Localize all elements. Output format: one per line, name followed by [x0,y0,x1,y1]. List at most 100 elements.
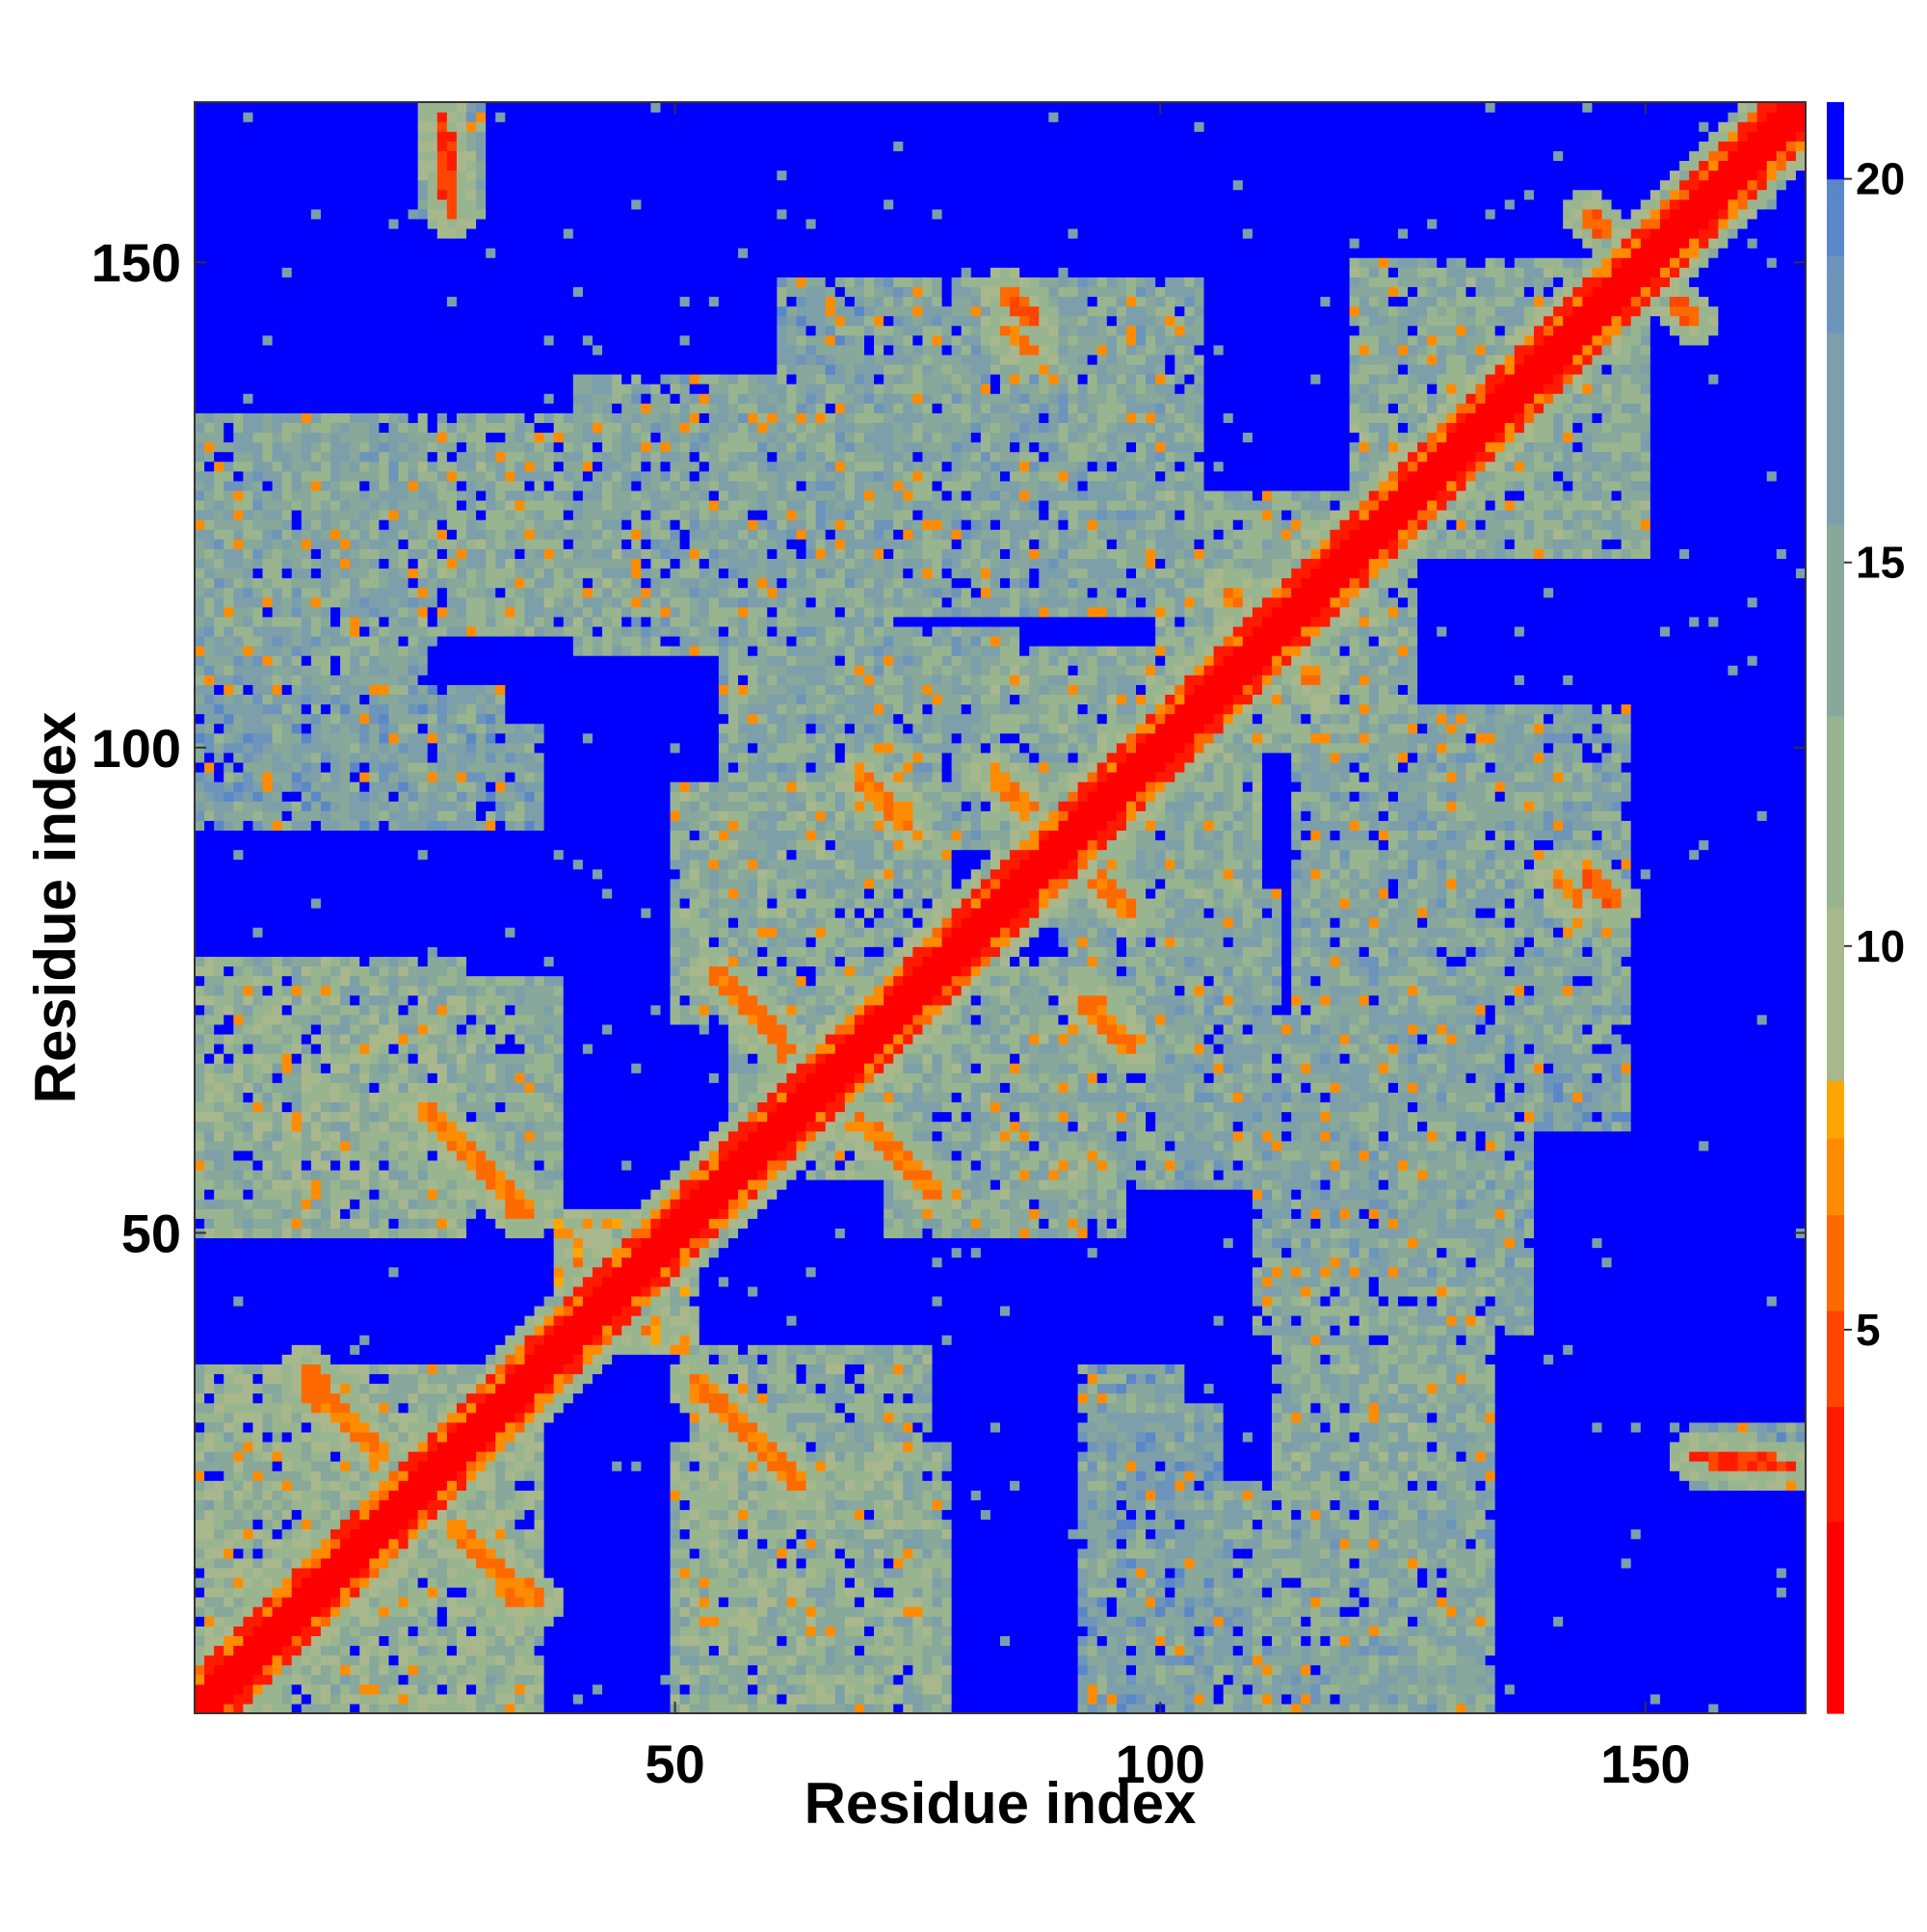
heat-cell [379,820,389,831]
heat-cell [428,519,438,530]
heat-cell [252,753,263,763]
heat-cell [350,393,360,404]
heat-cell [224,1529,234,1540]
heat-cell [214,112,224,122]
heat-cell [409,1335,419,1345]
heat-cell [214,1665,224,1676]
heat-cell [273,1675,283,1685]
heat-cell [263,1228,274,1238]
heat-cell [350,462,360,472]
heat-cell [243,190,253,200]
heat-cell [350,703,360,714]
heat-cell [321,1393,331,1404]
heat-cell [379,1306,389,1316]
heat-cell [204,102,215,113]
heat-cell [418,888,429,899]
heat-cell [437,946,448,957]
heat-cell [252,296,263,306]
heat-cell [466,937,477,947]
heat-cell [379,529,389,540]
heat-cell [214,724,224,734]
heat-cell [302,510,312,520]
heat-cell [311,1267,322,1278]
heat-cell [311,1208,322,1219]
heat-cell [330,1218,341,1229]
heat-cell [204,180,215,191]
heat-cell [214,908,224,918]
heat-cell [243,937,253,947]
heat-cell [428,1044,438,1054]
heat-cell [350,121,360,132]
heat-cell [252,1422,263,1433]
heat-cell [359,1277,370,1287]
heat-cell [273,966,283,976]
heat-cell [369,1063,380,1073]
heat-cell [399,830,409,840]
heat-cell [321,364,331,375]
heat-cell [399,937,409,947]
heat-cell [340,393,351,404]
heat-cell [321,1306,331,1316]
heat-cell [195,1237,205,1248]
heat-cell [233,879,244,889]
heat-cell [292,199,303,210]
heat-cell [340,810,351,821]
heat-cell [340,238,351,249]
heat-cell [321,374,331,384]
heat-cell [399,1063,409,1073]
heat-cell [252,703,263,714]
heat-cell [340,248,351,258]
heat-cell [457,296,467,306]
heat-cell [214,1063,224,1073]
heat-cell [330,1393,341,1404]
heat-cell [195,1704,205,1714]
heat-cell [330,1257,341,1268]
heat-cell [409,199,419,210]
heat-cell [369,1267,380,1278]
heat-cell [311,1499,322,1510]
heat-cell [369,1325,380,1336]
heat-cell [282,703,293,714]
heat-cell [302,753,312,763]
heat-cell [399,1539,409,1549]
heat-cell [447,306,458,317]
heat-cell [418,1626,429,1636]
heat-cell [428,1587,438,1598]
heat-cell [457,655,467,666]
heat-cell [437,684,448,695]
heat-cell [224,462,234,472]
heat-cell [350,190,360,200]
heat-cell [330,986,341,996]
heat-cell [224,869,234,880]
heat-cell [388,490,399,501]
heat-cell [418,452,429,463]
heat-cell [321,1112,331,1123]
heat-cell [292,209,303,220]
heat-cell [409,665,419,675]
heat-cell [252,1645,263,1655]
heat-cell [437,810,448,821]
heat-cell [359,578,370,589]
heat-cell [233,180,244,191]
heat-cell [428,743,438,754]
heat-cell [447,703,458,714]
heat-cell [302,1335,312,1345]
heat-cell [330,257,341,268]
heat-cell [311,1393,322,1404]
heat-cell [428,1373,438,1384]
heat-cell [399,1257,409,1268]
heat-cell [369,1296,380,1307]
heat-cell [359,995,370,1006]
heat-cell [330,830,341,840]
heat-cell [418,1286,429,1297]
heat-cell [369,345,380,356]
heat-cell [409,879,419,889]
heat-cell [418,1112,429,1123]
heat-cell [233,529,244,540]
heat-cell [311,374,322,384]
heat-cell [466,1694,477,1705]
heat-cell [311,1675,322,1685]
heat-cell [399,869,409,880]
heat-cell [321,578,331,589]
heat-cell [233,1218,244,1229]
